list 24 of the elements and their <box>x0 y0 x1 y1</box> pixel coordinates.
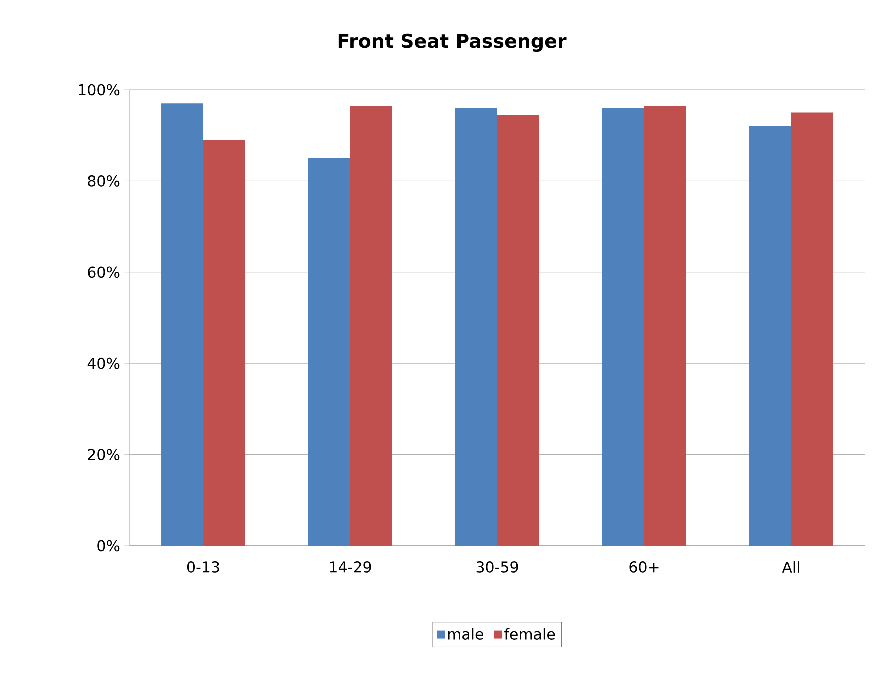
bar <box>308 158 351 546</box>
legend-label: male <box>448 628 484 640</box>
bar <box>456 108 498 546</box>
x-tick-label: 30-59 <box>476 562 518 573</box>
y-tick-label: 80% <box>88 176 120 187</box>
y-tick-label: 40% <box>88 358 120 370</box>
bar <box>750 126 792 546</box>
x-tick-label: All <box>782 562 800 573</box>
y-tick-label: 0% <box>98 540 120 552</box>
bar <box>602 108 644 546</box>
bar <box>162 104 204 546</box>
bar <box>792 112 834 546</box>
bar <box>498 115 540 546</box>
bar <box>350 106 393 546</box>
y-tick-label: 60% <box>88 266 120 278</box>
x-tick-label: 14-29 <box>330 562 372 573</box>
bar <box>644 106 686 546</box>
y-tick-label: 100% <box>79 84 120 96</box>
x-tick-label: 0-13 <box>187 562 220 573</box>
y-tick-label: 20% <box>88 449 120 460</box>
x-tick-label: 60+ <box>630 562 659 573</box>
chart-title: Front Seat Passenger <box>338 34 567 52</box>
bar <box>204 140 246 546</box>
legend-label: female <box>504 628 556 640</box>
